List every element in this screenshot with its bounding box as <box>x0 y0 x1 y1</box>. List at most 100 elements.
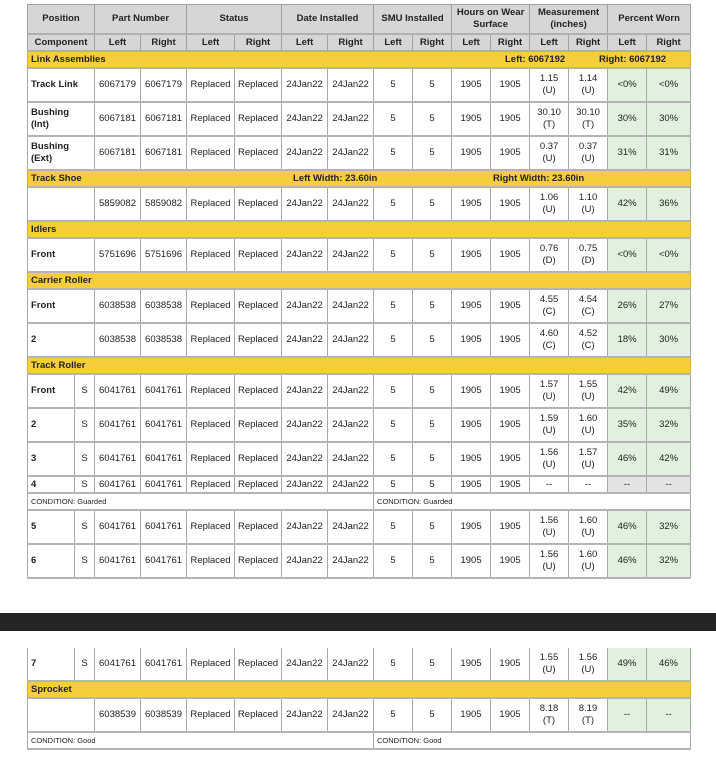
smu-left: 5 <box>373 698 413 733</box>
hours-left: 1905 <box>451 648 491 682</box>
smu-left: 5 <box>373 102 414 137</box>
status-right: Replaced <box>234 408 283 443</box>
status-left: Replaced <box>186 510 236 545</box>
hours-right: 1905 <box>490 102 531 137</box>
hours-right: 1905 <box>490 476 531 494</box>
measurement-left: 4.55 (C) <box>529 289 570 324</box>
part-number-right: 6041761 <box>140 544 188 579</box>
date-installed-left: 24Jan22 <box>281 187 329 222</box>
component-name: 6 <box>27 544 75 579</box>
smu-right: 5 <box>412 238 453 273</box>
smu-right: 5 <box>412 648 452 682</box>
subheader-left: Left <box>281 33 329 52</box>
part-number-left: 6041761 <box>94 544 142 579</box>
component-name: 2 <box>27 408 75 443</box>
page-break-band <box>0 613 716 631</box>
header-row: Position Part Number Status Date Install… <box>26 4 692 35</box>
part-number-left: 6038538 <box>94 323 142 358</box>
subheader-row: Component Left Right Left Right Left Rig… <box>26 33 692 52</box>
date-installed-right: 24Jan22 <box>327 289 375 324</box>
hours-right: 1905 <box>490 408 531 443</box>
subheader-component: Component <box>26 33 96 52</box>
header-hours-on-wear-surface: Hours on Wear Surface <box>451 4 531 35</box>
subheader-right: Right <box>412 33 453 52</box>
section-title: Carrier Roller <box>31 275 92 286</box>
hours-left: 1905 <box>451 102 492 137</box>
part-number-left: 6067179 <box>94 68 142 103</box>
part-number-right: 6041761 <box>140 648 187 682</box>
side-indicator: S <box>73 408 96 443</box>
smu-right: 5 <box>412 510 453 545</box>
component-name: Track Link <box>26 68 96 103</box>
hours-right: 1905 <box>490 68 531 103</box>
date-installed-right: 24Jan22 <box>327 102 375 137</box>
subheader-left: Left <box>607 33 648 52</box>
status-left: Replaced <box>186 544 236 579</box>
status-left: Replaced <box>186 323 236 358</box>
hours-right: 1905 <box>490 289 531 324</box>
measurement-left: 0.76 (D) <box>529 238 570 273</box>
subheader-left: Left <box>186 33 236 52</box>
component-name <box>26 187 96 222</box>
status-right: Replaced <box>234 289 283 324</box>
table-row: 6038539 6038539 Replaced Replaced 24Jan22 24J… <box>27 698 691 733</box>
status-right: Replaced <box>234 323 283 358</box>
measurement-left: 30.10 (T) <box>529 102 570 137</box>
date-installed-left: 24Jan22 <box>281 323 329 358</box>
measurement-left: 1.56 (U) <box>529 510 570 545</box>
smu-right: 5 <box>412 476 453 494</box>
measurement-right: 1.60 (U) <box>568 510 609 545</box>
smu-right: 5 <box>412 544 453 579</box>
part-number-left: 6038538 <box>94 289 142 324</box>
percent-worn-right: -- <box>646 476 692 494</box>
hours-left: 1905 <box>451 68 492 103</box>
hours-left: 1905 <box>451 408 492 443</box>
component-name: Front <box>26 238 96 273</box>
percent-worn-right: -- <box>646 698 691 733</box>
percent-worn-left: <0% <box>607 238 648 273</box>
percent-worn-right: 42% <box>646 442 692 477</box>
part-number-right: 6041761 <box>140 408 188 443</box>
status-left: Replaced <box>186 374 236 409</box>
subheader-right: Right <box>568 33 609 52</box>
date-installed-left: 24Jan22 <box>281 238 329 273</box>
percent-worn-right: 49% <box>646 374 692 409</box>
percent-worn-right: 36% <box>646 187 692 222</box>
part-number-left: 6041761 <box>94 408 142 443</box>
status-left: Replaced <box>186 68 236 103</box>
smu-left: 5 <box>373 187 414 222</box>
hours-left: 1905 <box>451 289 492 324</box>
section-header-cell: Idlers <box>26 221 692 239</box>
percent-worn-right: <0% <box>646 68 692 103</box>
section-title: Track Roller <box>31 360 86 371</box>
hours-right: 1905 <box>490 136 531 171</box>
condition-right: CONDITION: Good <box>373 732 691 750</box>
subheader-right: Right <box>327 33 375 52</box>
condition-right: CONDITION: Guarded <box>373 493 692 511</box>
section-header-row: Link Assemblies Left: 6067192 Right: 60671… <box>26 51 692 69</box>
date-installed-left: 24Jan22 <box>281 476 329 494</box>
status-right: Replaced <box>234 187 283 222</box>
table-row: Track Link 6067179 6067179 Replaced Replaced… <box>26 68 692 103</box>
side-indicator: S <box>73 510 96 545</box>
measurement-right: 1.60 (U) <box>568 408 609 443</box>
component-name: Front <box>26 289 96 324</box>
section-header-row: Track Shoe Left Width: 23.60in Right Width… <box>26 170 692 188</box>
measurement-right: 30.10 (T) <box>568 102 609 137</box>
header-position: Position <box>26 4 96 35</box>
hours-right: 1905 <box>490 544 531 579</box>
status-right: Replaced <box>234 136 283 171</box>
percent-worn-left: 42% <box>607 187 648 222</box>
part-number-left: 5751696 <box>94 238 142 273</box>
component-name: 5 <box>27 510 75 545</box>
part-number-left: 5859082 <box>94 187 142 222</box>
part-number-left: 6041761 <box>94 476 142 494</box>
component-name: 4 <box>27 476 75 494</box>
percent-worn-left: 42% <box>607 374 648 409</box>
hours-left: 1905 <box>451 187 492 222</box>
section-header-wrap: Track Shoe Left Width: 23.60in Right Width… <box>31 171 689 185</box>
part-number-right: 6067181 <box>140 136 188 171</box>
measurement-right: 4.54 (C) <box>568 289 609 324</box>
smu-right: 5 <box>412 136 453 171</box>
measurement-right: 1.55 (U) <box>568 374 609 409</box>
